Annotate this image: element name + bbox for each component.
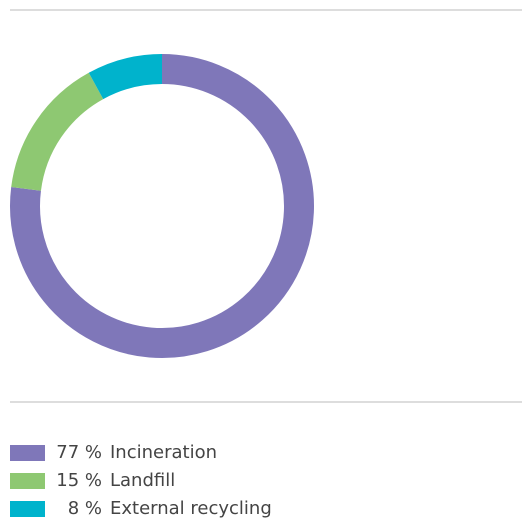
legend-value: 8 %	[68, 498, 102, 519]
legend-value: 15 %	[56, 470, 102, 491]
donut-segment	[11, 72, 104, 192]
legend-label: Incineration	[110, 442, 217, 463]
legend-label: Landfill	[110, 470, 175, 491]
donut-segment	[10, 54, 314, 358]
legend-value: 77 %	[56, 442, 102, 463]
legend-label: External recycling	[110, 498, 272, 519]
donut-segment	[88, 54, 163, 100]
legend-swatch	[10, 445, 45, 461]
legend-swatch	[10, 473, 45, 489]
legend-swatch	[10, 501, 45, 517]
